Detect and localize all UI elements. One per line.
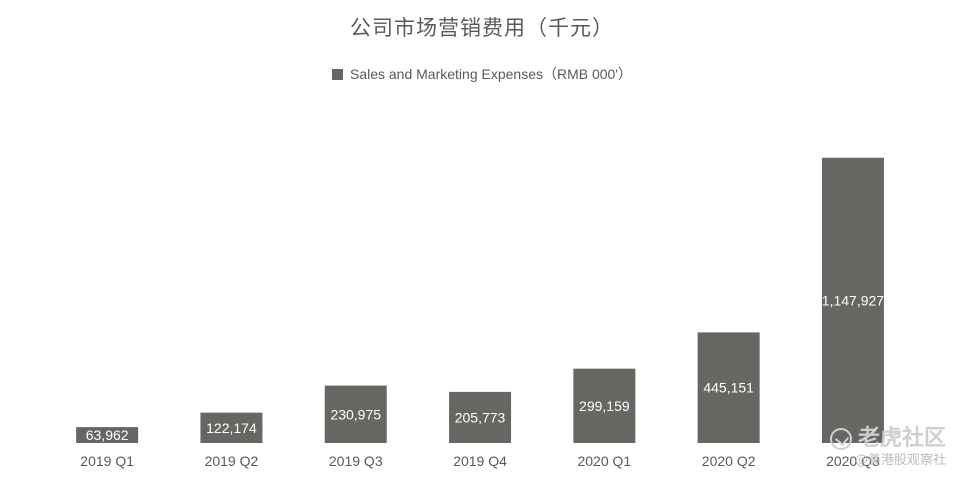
data-label: 1,147,927 [822,292,884,308]
data-label: 230,975 [330,406,381,422]
bar-2020-q3 [821,157,884,443]
watermark-sub: @美港股观察社 [854,452,946,468]
bar-2019-q4 [449,391,512,443]
bar-2019-q1 [76,427,139,443]
data-label: 63,962 [86,427,129,443]
data-label: 445,151 [703,380,754,396]
data-label: 205,773 [455,409,506,425]
x-tick-label: 2019 Q3 [329,453,383,469]
bar-2020-q2 [697,332,760,443]
x-tick-label: 2020 Q2 [702,453,756,469]
bar-2020-q1 [573,368,636,443]
x-tick-label: 2019 Q2 [205,453,259,469]
data-label: 122,174 [206,420,257,436]
bar-2019-q3 [324,385,387,443]
legend-swatch [331,68,343,80]
legend-label: Sales and Marketing Expenses（RMB 000'） [349,66,633,82]
x-tick-label: 2019 Q4 [453,453,507,469]
bar-2019-q2 [200,412,263,443]
x-tick-label: 2019 Q1 [80,453,134,469]
chart-title: 公司市场营销费用（千元） [350,16,614,40]
watermark: 老虎社区 @美港股观察社 [829,425,946,469]
legend: Sales and Marketing Expenses（RMB 000'） [0,64,964,84]
x-tick-label: 2020 Q1 [577,453,631,469]
x-tick-label: 2020 Q3 [826,453,880,469]
data-label: 299,159 [579,398,630,414]
watermark-main: 老虎社区 [857,426,946,451]
watermark-logo-icon [829,427,852,450]
